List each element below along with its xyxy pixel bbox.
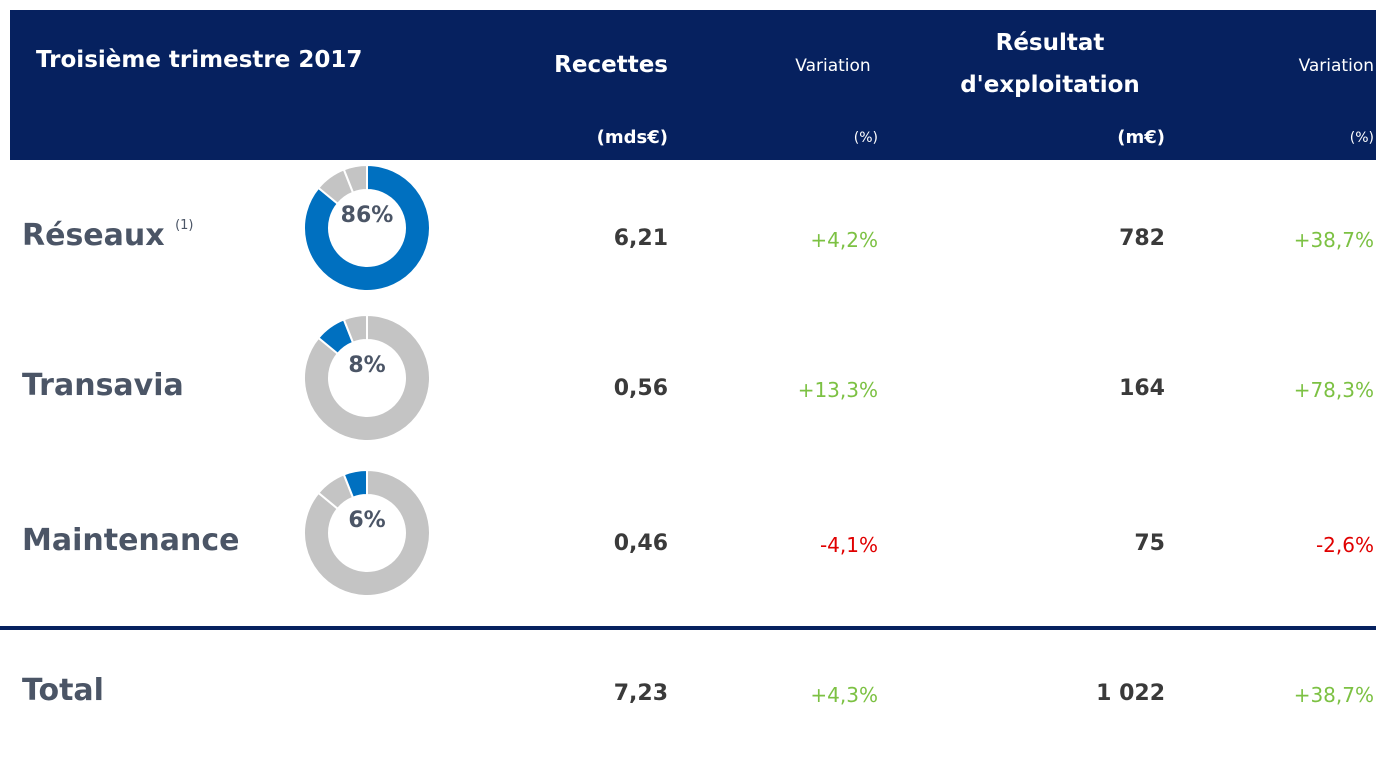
- donut-segment: [342, 313, 368, 344]
- column-title: Résultat d'exploitation: [960, 30, 1140, 98]
- row-name: Transavia: [22, 368, 184, 403]
- donut-segment: [342, 163, 368, 194]
- revenue-change: +13,3%: [797, 378, 878, 402]
- column-title: Variation: [795, 56, 871, 76]
- operating-result: 164: [1119, 376, 1165, 401]
- result-change: +38,7%: [1293, 228, 1374, 252]
- revenue-change: +4,2%: [810, 228, 878, 252]
- operating-result: 1 022: [1096, 681, 1165, 706]
- footnote-ref: (1): [175, 218, 194, 233]
- header-band: [10, 10, 1376, 160]
- result-change: -2,6%: [1315, 533, 1374, 557]
- result-change: +78,3%: [1293, 378, 1374, 402]
- donut-segment: [342, 468, 368, 499]
- column-title: Recettes: [554, 52, 668, 78]
- column-unit: (%): [853, 130, 878, 146]
- revenue: 6,21: [613, 226, 668, 251]
- donut-segment: [303, 163, 431, 292]
- revenue-change: -4,1%: [819, 533, 878, 557]
- donut-segment: [303, 468, 431, 597]
- row-name: Maintenance: [22, 523, 240, 558]
- row-label: Total: [22, 673, 104, 708]
- donut-label: 6%: [348, 508, 385, 533]
- row-label: Transavia: [22, 368, 184, 403]
- row-label: Maintenance: [22, 523, 240, 558]
- header-title: Troisième trimestre 2017: [36, 47, 363, 73]
- donut-label: 86%: [341, 203, 394, 228]
- donut-label: 8%: [348, 353, 385, 378]
- operating-result: 75: [1134, 531, 1165, 556]
- row-label: Réseaux (1): [22, 218, 193, 253]
- column-unit: (m€): [1117, 127, 1165, 148]
- column-unit: (%): [1349, 130, 1374, 146]
- donut-segment: [303, 313, 431, 442]
- row-name: Réseaux: [22, 218, 165, 253]
- column-title: Variation: [1298, 56, 1374, 76]
- column-unit: (mds€): [596, 127, 668, 148]
- operating-result: 782: [1119, 226, 1165, 251]
- revenue: 0,56: [613, 376, 668, 401]
- result-change: +38,7%: [1293, 683, 1374, 707]
- revenue: 7,23: [613, 681, 668, 706]
- revenue: 0,46: [613, 531, 668, 556]
- revenue-change: +4,3%: [810, 683, 878, 707]
